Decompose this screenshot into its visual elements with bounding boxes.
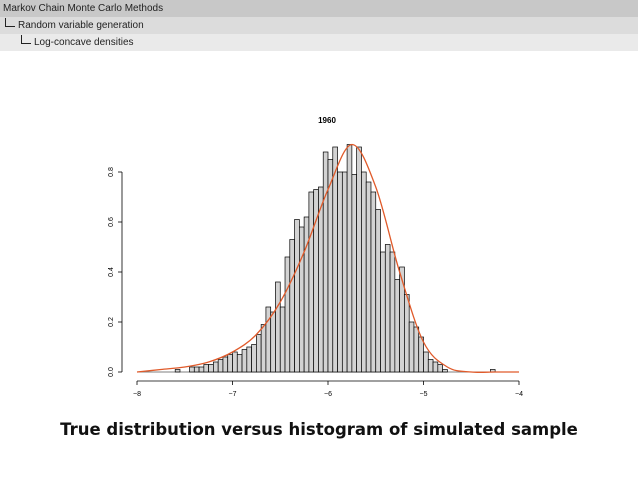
histogram-bar xyxy=(232,351,238,373)
histogram-bar xyxy=(236,354,243,373)
x-tick-label: −5 xyxy=(420,391,428,398)
histogram-bar xyxy=(227,354,233,373)
header-section: Markov Chain Monte Carlo Methods xyxy=(0,0,638,17)
x-tick-label: −7 xyxy=(229,391,237,398)
y-tick-label: 0.4 xyxy=(108,267,115,277)
histogram-bar xyxy=(380,251,386,373)
histogram-bar xyxy=(341,171,348,373)
histogram-bar xyxy=(332,146,338,373)
histogram-bar xyxy=(365,181,372,373)
histogram-bar xyxy=(432,361,439,373)
histogram-bars xyxy=(174,144,496,373)
header-subsection: Random variable generation xyxy=(0,17,638,34)
histogram-bar xyxy=(308,191,315,373)
histogram-bar xyxy=(327,159,334,373)
histogram-bar xyxy=(246,346,252,373)
histogram-bar xyxy=(351,174,358,373)
histogram-bar xyxy=(394,279,400,373)
histogram-bar xyxy=(375,209,381,373)
y-tick-label: 0.6 xyxy=(108,217,115,227)
histogram-bar xyxy=(413,326,420,373)
histogram-bar xyxy=(217,359,224,373)
histogram-bar xyxy=(260,324,267,373)
slide-caption: True distribution versus histogram of si… xyxy=(60,420,578,439)
histogram-bar xyxy=(222,356,229,373)
x-tick-label: −4 xyxy=(515,391,523,398)
histogram-bar xyxy=(337,171,343,373)
histogram-bar xyxy=(213,361,219,373)
histogram-bar xyxy=(356,146,362,373)
histogram-bar xyxy=(361,171,367,373)
histogram-bar xyxy=(437,364,443,373)
tree-branch-icon xyxy=(5,18,15,27)
histogram-bar xyxy=(318,186,324,373)
chart-title: 1960 xyxy=(318,116,336,125)
histogram-bar xyxy=(256,334,262,373)
histogram-bar xyxy=(427,359,434,373)
histogram-bar xyxy=(208,364,214,373)
histogram-bar xyxy=(174,369,181,373)
section-title: Markov Chain Monte Carlo Methods xyxy=(3,3,164,14)
histogram-bar xyxy=(399,266,405,373)
histogram-bar xyxy=(265,306,272,373)
tree-branch-icon xyxy=(21,35,31,44)
histogram-bar xyxy=(322,151,329,373)
histogram-bar xyxy=(294,219,300,373)
histogram-bar xyxy=(241,349,248,373)
histogram-bar xyxy=(203,364,209,373)
density-curve-group xyxy=(136,143,519,374)
histogram-bar xyxy=(404,294,410,373)
histogram-bar xyxy=(408,321,415,373)
histogram-bar xyxy=(389,251,396,373)
y-tick-label: 0.2 xyxy=(108,317,115,327)
histogram-bar xyxy=(193,366,200,373)
subsection-title: Random variable generation xyxy=(18,20,144,31)
x-tick-label: −8 xyxy=(133,391,141,398)
histogram-bar xyxy=(198,366,205,373)
histogram-bar xyxy=(442,369,448,373)
subsubsection-title: Log-concave densities xyxy=(34,37,134,48)
header-subsubsection: Log-concave densities xyxy=(0,34,638,51)
histogram-bar xyxy=(370,191,377,373)
histogram-bar xyxy=(423,351,429,373)
density-curve xyxy=(136,143,519,374)
histogram-bar xyxy=(284,256,291,373)
histogram-bar xyxy=(189,366,195,373)
histogram-bar xyxy=(346,144,353,373)
histogram-bar xyxy=(275,281,281,373)
y-tick-label: 0.8 xyxy=(108,167,115,177)
histogram-bar xyxy=(270,311,276,373)
histogram-bar xyxy=(279,306,286,373)
x-tick-label: −6 xyxy=(324,391,332,398)
histogram-bar xyxy=(289,239,295,373)
histogram-bar xyxy=(299,226,305,373)
histogram-bar xyxy=(384,244,391,373)
histogram-bar xyxy=(418,336,424,373)
y-tick-label: 0.0 xyxy=(108,367,115,377)
histogram-bar xyxy=(251,344,257,373)
